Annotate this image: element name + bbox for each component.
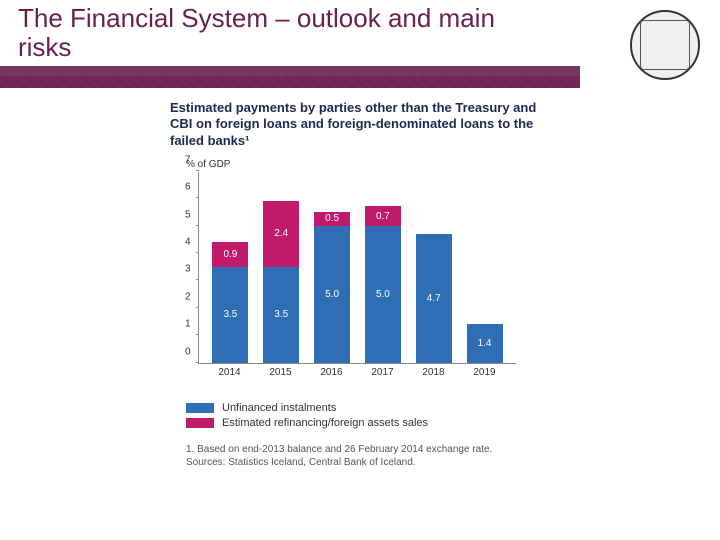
chart-title: Estimated payments by parties other than…: [170, 100, 550, 149]
chart-bar-value: 5.0: [376, 289, 390, 300]
chart-ylabel: % of GDP: [186, 159, 550, 170]
chart-bar-value: 0.9: [223, 249, 237, 260]
chart-ytick: 3: [185, 264, 191, 275]
chart-ytick: 1: [185, 319, 191, 330]
chart-ytick-mark: [196, 197, 199, 198]
chart-bars: 3.5 0.9 3.5 2.4 5.0 0.5 5.0 0.7 4.7 1.4: [199, 172, 516, 363]
chart-bar-segment: 0.5: [314, 212, 350, 226]
chart-bar-segment: 0.9: [212, 242, 248, 267]
chart-xtick: 2016: [314, 364, 350, 382]
chart-bar-segment: 4.7: [416, 234, 452, 363]
chart-container: Estimated payments by parties other than…: [170, 100, 550, 469]
chart-bar-column: 4.7: [416, 234, 452, 363]
chart-bar-segment: 3.5: [212, 267, 248, 363]
chart-bar-segment: 5.0: [314, 226, 350, 363]
chart-xticks: 2014 2015 2016 2017 2018 2019: [198, 364, 516, 382]
chart-ytick: 2: [185, 291, 191, 302]
chart-bar-value: 0.7: [376, 211, 390, 222]
chart-bar-value: 3.5: [223, 309, 237, 320]
chart-xtick: 2018: [416, 364, 452, 382]
chart-ytick-mark: [196, 279, 199, 280]
legend-label: Estimated refinancing/foreign assets sal…: [222, 417, 428, 429]
chart-bar-value: 4.7: [427, 293, 441, 304]
chart-ytick: 4: [185, 237, 191, 248]
chart-bar-column: 5.0 0.5: [314, 212, 350, 363]
chart-footnote: 1. Based on end-2013 balance and 26 Febr…: [186, 443, 550, 469]
chart-ytick-mark: [196, 307, 199, 308]
seal-inner-icon: [640, 20, 690, 70]
chart-bar-segment: 3.5: [263, 267, 299, 363]
chart-xtick: 2014: [212, 364, 248, 382]
chart-bar-column: 1.4: [467, 324, 503, 362]
legend-item: Unfinanced instalments: [186, 402, 550, 414]
chart-ytick: 6: [185, 182, 191, 193]
chart-ytick-mark: [196, 334, 199, 335]
chart-ytick: 7: [185, 154, 191, 165]
chart-plot-wrap: 3.50.93.52.45.00.55.00.74.71.4 01234567 …: [186, 172, 516, 382]
legend-item: Estimated refinancing/foreign assets sal…: [186, 417, 550, 429]
page-title: The Financial System – outlook and main …: [18, 4, 518, 61]
chart-bar-value: 3.5: [274, 309, 288, 320]
chart-ytick: 0: [185, 346, 191, 357]
chart-legend: Unfinanced instalments Estimated refinanc…: [186, 402, 550, 429]
chart-ytick-mark: [196, 170, 199, 171]
chart-bar-segment: 5.0: [365, 226, 401, 363]
chart-bar-segment: 2.4: [263, 201, 299, 267]
chart-ytick-mark: [196, 225, 199, 226]
chart-plot: 3.50.93.52.45.00.55.00.74.71.4 01234567: [198, 172, 516, 364]
header-bar: [0, 66, 580, 88]
chart-bar-column: 3.5 0.9: [212, 242, 248, 363]
legend-swatch: [186, 418, 214, 428]
chart-bar-value: 5.0: [325, 289, 339, 300]
legend-swatch: [186, 403, 214, 413]
chart-xtick: 2017: [365, 364, 401, 382]
footnote-line: 1. Based on end-2013 balance and 26 Febr…: [186, 443, 550, 456]
seal-logo: [630, 10, 700, 80]
chart-bar-column: 5.0 0.7: [365, 206, 401, 362]
chart-xtick: 2019: [467, 364, 503, 382]
header: The Financial System – outlook and main …: [0, 0, 720, 90]
chart-bar-segment: 0.7: [365, 206, 401, 225]
chart-ytick-mark: [196, 362, 199, 363]
chart-bar-value: 2.4: [274, 228, 288, 239]
chart-bar-value: 1.4: [478, 338, 492, 349]
chart-xtick: 2015: [263, 364, 299, 382]
footnote-line: Sources: Statistics Iceland, Central Ban…: [186, 456, 550, 469]
legend-label: Unfinanced instalments: [222, 402, 336, 414]
chart-bar-column: 3.5 2.4: [263, 201, 299, 363]
chart-ytick: 5: [185, 209, 191, 220]
chart-bar-segment: 1.4: [467, 324, 503, 362]
chart-bar-value: 0.5: [325, 213, 339, 224]
chart-ytick-mark: [196, 252, 199, 253]
